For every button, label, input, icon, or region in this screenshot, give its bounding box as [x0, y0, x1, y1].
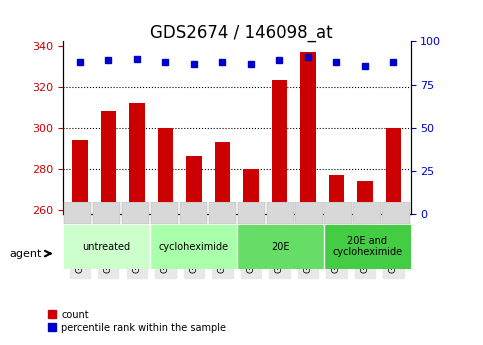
Text: cycloheximide: cycloheximide [158, 242, 228, 252]
Text: 20E: 20E [271, 242, 289, 252]
Text: 20E and
cycloheximide: 20E and cycloheximide [332, 236, 402, 257]
FancyBboxPatch shape [267, 202, 294, 224]
Text: GDS2674 / 146098_at: GDS2674 / 146098_at [150, 24, 333, 42]
Bar [385, 128, 401, 214]
FancyBboxPatch shape [209, 202, 236, 224]
Bar [357, 181, 373, 214]
FancyBboxPatch shape [237, 224, 324, 269]
Bar [271, 80, 287, 214]
Bar [129, 103, 145, 214]
Bar [72, 140, 88, 214]
Bar [328, 175, 344, 214]
FancyBboxPatch shape [383, 202, 410, 224]
Bar [100, 111, 116, 214]
FancyBboxPatch shape [64, 202, 91, 224]
FancyBboxPatch shape [122, 202, 149, 224]
Text: untreated: untreated [82, 242, 130, 252]
Bar [300, 52, 316, 214]
FancyBboxPatch shape [63, 224, 150, 269]
FancyBboxPatch shape [93, 202, 120, 224]
Bar [214, 142, 230, 214]
Legend: count, percentile rank within the sample: count, percentile rank within the sample [43, 306, 230, 337]
FancyBboxPatch shape [354, 202, 381, 224]
Bar [157, 128, 173, 214]
FancyBboxPatch shape [151, 202, 178, 224]
FancyBboxPatch shape [325, 202, 352, 224]
Text: agent: agent [10, 249, 42, 258]
FancyBboxPatch shape [238, 202, 265, 224]
FancyBboxPatch shape [150, 224, 237, 269]
FancyBboxPatch shape [296, 202, 323, 224]
Bar [186, 156, 202, 214]
FancyBboxPatch shape [180, 202, 207, 224]
Bar [243, 169, 259, 214]
FancyBboxPatch shape [324, 224, 411, 269]
